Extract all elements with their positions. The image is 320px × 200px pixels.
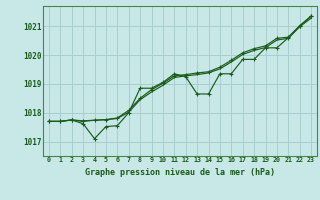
X-axis label: Graphe pression niveau de la mer (hPa): Graphe pression niveau de la mer (hPa): [85, 168, 275, 177]
